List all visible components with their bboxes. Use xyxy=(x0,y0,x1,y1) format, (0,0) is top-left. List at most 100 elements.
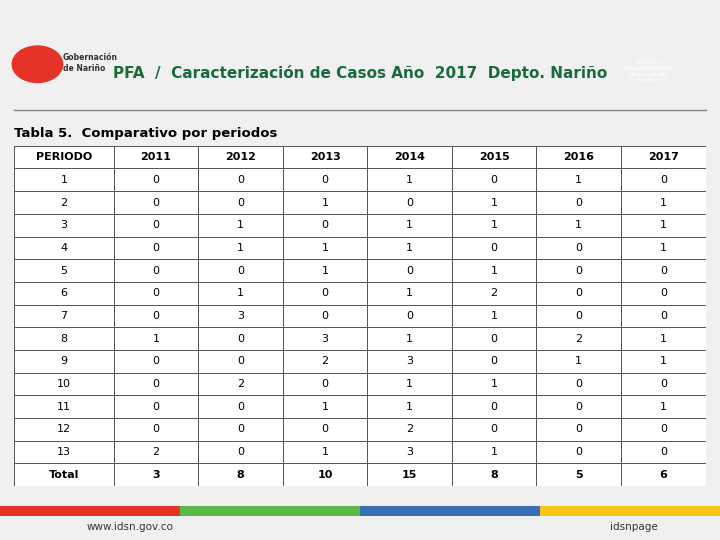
Text: 0: 0 xyxy=(660,424,667,434)
Text: 5: 5 xyxy=(60,266,68,275)
Bar xyxy=(621,373,706,395)
Bar xyxy=(198,441,283,463)
Bar xyxy=(536,214,621,237)
Bar xyxy=(283,350,367,373)
Bar xyxy=(114,237,198,259)
Bar xyxy=(114,305,198,327)
Bar xyxy=(536,463,621,486)
Bar xyxy=(367,373,452,395)
Bar xyxy=(621,327,706,350)
Text: 0: 0 xyxy=(153,288,159,298)
Text: 6: 6 xyxy=(660,470,667,480)
Bar xyxy=(198,168,283,191)
Text: 1: 1 xyxy=(406,288,413,298)
Text: 2: 2 xyxy=(237,379,244,389)
Bar xyxy=(452,441,536,463)
Text: 0: 0 xyxy=(575,288,582,298)
Bar xyxy=(621,146,706,168)
Text: 12: 12 xyxy=(57,424,71,434)
Text: 0: 0 xyxy=(153,220,159,230)
Bar xyxy=(283,395,367,418)
Bar xyxy=(621,214,706,237)
Text: 0: 0 xyxy=(322,379,328,389)
Text: 3: 3 xyxy=(60,220,68,230)
Text: 1: 1 xyxy=(322,447,328,457)
Text: 1: 1 xyxy=(491,266,498,275)
Text: 0: 0 xyxy=(322,288,328,298)
Text: 3: 3 xyxy=(406,356,413,366)
Text: 0: 0 xyxy=(406,311,413,321)
Bar xyxy=(114,441,198,463)
Bar xyxy=(367,168,452,191)
Bar xyxy=(198,418,283,441)
Text: 0: 0 xyxy=(575,424,582,434)
Text: 1: 1 xyxy=(322,266,328,275)
Text: 0: 0 xyxy=(153,198,159,207)
Text: 2014: 2014 xyxy=(394,152,425,162)
Text: 1: 1 xyxy=(660,334,667,343)
Bar xyxy=(621,305,706,327)
Text: 2012: 2012 xyxy=(225,152,256,162)
Bar xyxy=(367,259,452,282)
Text: 1: 1 xyxy=(660,243,667,253)
Text: 5: 5 xyxy=(575,470,582,480)
Bar xyxy=(114,259,198,282)
Bar xyxy=(14,395,114,418)
Text: 1: 1 xyxy=(406,175,413,185)
Text: 0: 0 xyxy=(660,379,667,389)
Text: 2: 2 xyxy=(575,334,582,343)
Bar xyxy=(536,327,621,350)
Text: Instituto
Departamental
de Salud de
Nariño: Instituto Departamental de Salud de Nari… xyxy=(624,60,672,83)
Bar xyxy=(367,463,452,486)
Text: idsnpage: idsnpage xyxy=(610,522,657,532)
Bar xyxy=(114,395,198,418)
Bar xyxy=(283,259,367,282)
Bar xyxy=(198,395,283,418)
Bar xyxy=(536,168,621,191)
Text: 0: 0 xyxy=(491,402,498,411)
Bar xyxy=(452,214,536,237)
Text: 0: 0 xyxy=(491,424,498,434)
Bar xyxy=(198,373,283,395)
Bar xyxy=(367,395,452,418)
Bar xyxy=(14,214,114,237)
Bar xyxy=(452,373,536,395)
Text: 0: 0 xyxy=(153,175,159,185)
Text: 10: 10 xyxy=(318,470,333,480)
Text: 1: 1 xyxy=(322,402,328,411)
Text: 0: 0 xyxy=(153,266,159,275)
Text: 0: 0 xyxy=(491,334,498,343)
Bar xyxy=(536,350,621,373)
Text: 2: 2 xyxy=(490,288,498,298)
Bar xyxy=(283,305,367,327)
Text: 0: 0 xyxy=(237,266,244,275)
Text: 0: 0 xyxy=(322,175,328,185)
Bar xyxy=(536,282,621,305)
Text: 8: 8 xyxy=(490,470,498,480)
Bar xyxy=(536,259,621,282)
Bar xyxy=(283,441,367,463)
Bar xyxy=(452,418,536,441)
Text: 0: 0 xyxy=(575,266,582,275)
Text: 0: 0 xyxy=(153,379,159,389)
Bar xyxy=(114,373,198,395)
Text: 1: 1 xyxy=(491,220,498,230)
Bar xyxy=(452,395,536,418)
Text: 0: 0 xyxy=(575,379,582,389)
Bar xyxy=(114,282,198,305)
Bar xyxy=(367,350,452,373)
Text: PERIODO: PERIODO xyxy=(36,152,92,162)
Text: 3: 3 xyxy=(406,447,413,457)
Text: 0: 0 xyxy=(660,447,667,457)
Bar xyxy=(114,418,198,441)
Bar xyxy=(536,395,621,418)
Text: Gobernación
de Nariño: Gobernación de Nariño xyxy=(63,53,117,72)
Text: 2011: 2011 xyxy=(140,152,171,162)
Text: 1: 1 xyxy=(575,356,582,366)
Bar xyxy=(367,191,452,214)
Text: Total: Total xyxy=(49,470,79,480)
Bar xyxy=(536,191,621,214)
Text: 2: 2 xyxy=(406,424,413,434)
Bar xyxy=(621,168,706,191)
Bar xyxy=(536,418,621,441)
